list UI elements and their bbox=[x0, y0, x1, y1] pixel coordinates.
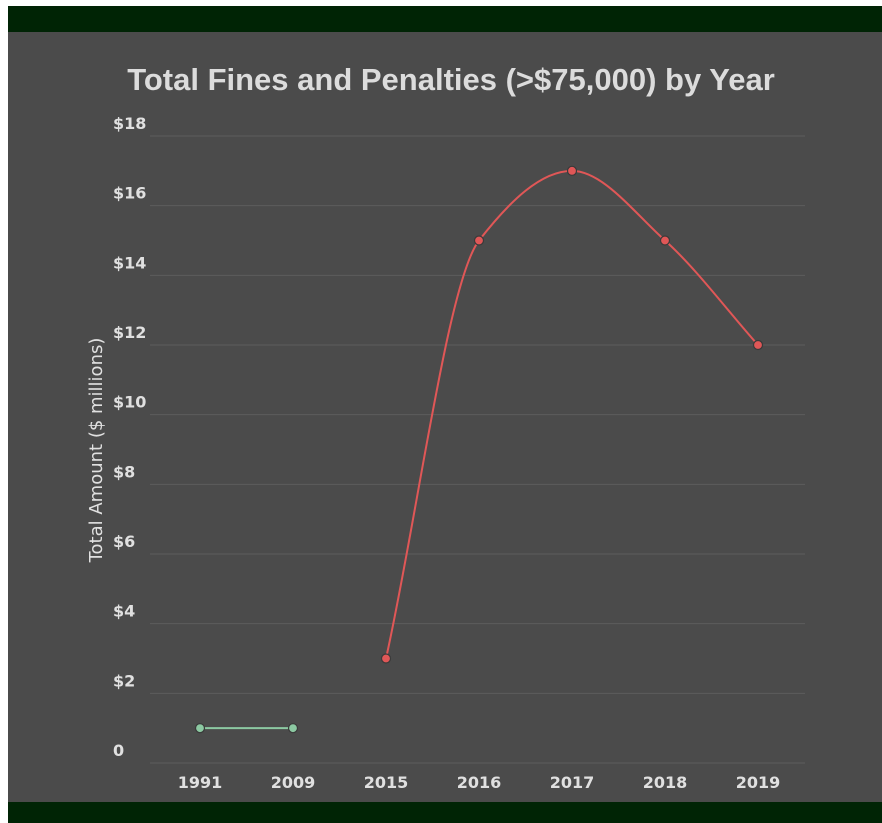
x-tick-label: 2017 bbox=[550, 773, 595, 792]
y-tick-label: $14 bbox=[113, 253, 146, 272]
x-tick-label: 2018 bbox=[643, 773, 688, 792]
series-line-2 bbox=[385, 169, 759, 659]
y-tick-label: 0 bbox=[113, 741, 124, 760]
data-point bbox=[194, 723, 206, 734]
y-tick-label: $8 bbox=[113, 462, 135, 481]
x-tick-label: 2019 bbox=[736, 773, 781, 792]
data-point bbox=[659, 235, 671, 246]
chart-panel bbox=[8, 32, 882, 802]
data-point bbox=[566, 165, 578, 176]
y-tick-label: $6 bbox=[113, 532, 135, 551]
y-tick-label: $10 bbox=[113, 393, 146, 412]
y-axis-label: Total Amount ($ millions) bbox=[86, 338, 107, 564]
y-tick-label: $18 bbox=[113, 114, 146, 133]
x-tick-label: 2015 bbox=[364, 773, 409, 792]
bottom-bar bbox=[8, 802, 882, 823]
y-tick-label: $12 bbox=[113, 323, 146, 342]
x-tick-label: 2009 bbox=[271, 773, 316, 792]
y-tick-label: $2 bbox=[113, 671, 135, 690]
x-tick-label: 2016 bbox=[457, 773, 502, 792]
chart-title: Total Fines and Penalties (>$75,000) by … bbox=[127, 62, 775, 97]
data-point bbox=[287, 723, 299, 734]
data-point bbox=[752, 339, 764, 351]
y-tick-label: $16 bbox=[113, 184, 146, 203]
data-point bbox=[473, 235, 485, 246]
y-tick-label: $4 bbox=[113, 602, 135, 621]
x-tick-label: 1991 bbox=[178, 773, 223, 792]
data-point bbox=[380, 653, 392, 664]
